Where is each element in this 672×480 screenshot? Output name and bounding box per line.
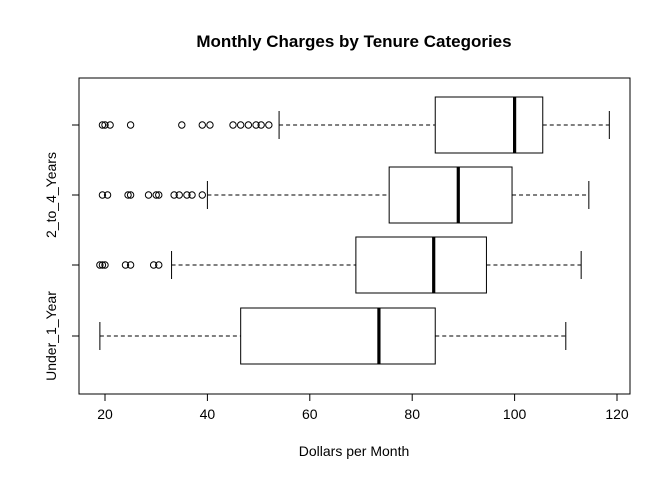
plot-frame	[78, 77, 631, 395]
outlier-point	[198, 191, 206, 199]
outlier-point	[101, 261, 109, 269]
outlier-point	[175, 191, 183, 199]
outlier-point	[126, 191, 135, 199]
outlier-point	[155, 261, 163, 269]
outlier-point	[170, 191, 178, 199]
chart-title: Monthly Charges by Tenure Categories	[196, 32, 511, 51]
outlier-point	[124, 191, 132, 199]
box-group	[99, 307, 567, 365]
outlier-point	[188, 191, 196, 199]
box-group	[98, 96, 610, 154]
outlier-point	[265, 121, 273, 129]
x-tick-label: 60	[302, 406, 318, 422]
outlier-point	[155, 191, 163, 199]
outlier-point	[178, 121, 186, 129]
box-group	[96, 236, 582, 294]
outlier-point	[229, 121, 237, 129]
outlier-point	[244, 121, 253, 129]
box-group	[98, 166, 590, 224]
x-axis-label: Dollars per Month	[299, 443, 410, 459]
iqr-box	[434, 96, 544, 154]
x-tick-label: 40	[200, 406, 216, 422]
boxes	[96, 96, 610, 365]
y-tick-label: 2_to_4_Years	[43, 152, 59, 238]
x-tick-label: 80	[404, 406, 420, 422]
outlier-point	[98, 261, 107, 269]
outlier-point	[106, 121, 114, 129]
outlier-point	[183, 191, 191, 199]
outlier-point	[126, 121, 135, 129]
y-tick-label: Under_1_Year	[43, 291, 59, 381]
outlier-point	[96, 261, 104, 269]
outlier-point	[198, 121, 206, 129]
outlier-point	[206, 121, 214, 129]
outlier-point	[257, 121, 265, 129]
iqr-box	[388, 166, 513, 224]
outlier-point	[98, 121, 107, 129]
iqr-box	[355, 236, 487, 294]
outlier-point	[149, 261, 158, 269]
y-axis: Under_1_Year 2_to_4_Years	[43, 124, 79, 381]
x-axis: 20 40 60 80 100 120	[97, 394, 629, 422]
outlier-point	[152, 191, 160, 199]
outlier-point	[236, 121, 245, 129]
outlier-point	[126, 261, 135, 269]
outlier-point	[103, 191, 112, 199]
outlier-point	[121, 261, 130, 269]
outlier-point	[252, 121, 260, 129]
outlier-point	[101, 121, 109, 129]
x-tick-label: 120	[605, 406, 629, 422]
x-tick-label: 100	[503, 406, 527, 422]
outlier-point	[144, 191, 153, 199]
iqr-box	[240, 307, 436, 365]
outlier-point	[98, 191, 107, 199]
x-tick-label: 20	[97, 406, 113, 422]
